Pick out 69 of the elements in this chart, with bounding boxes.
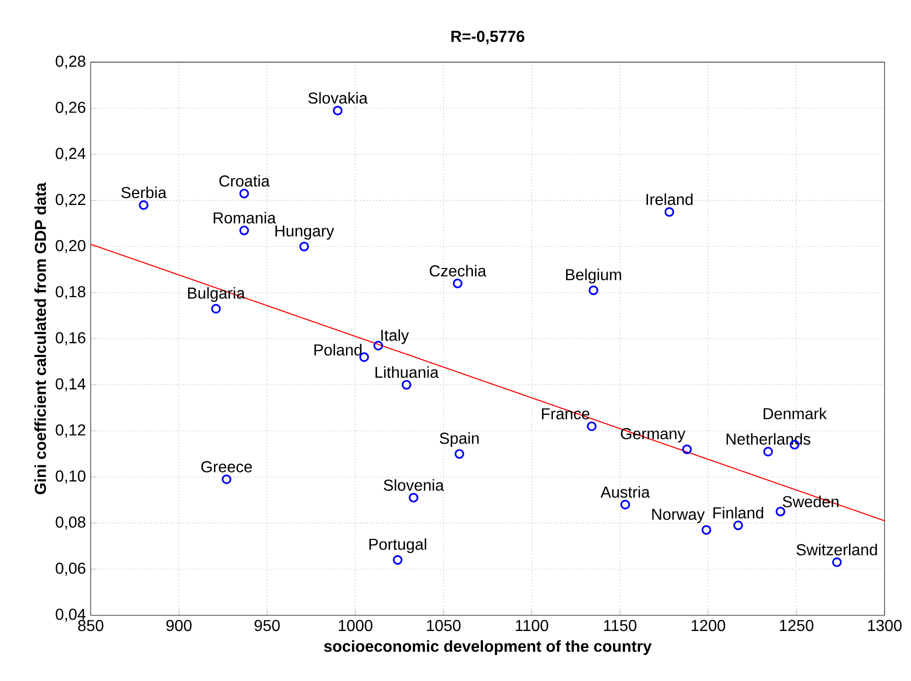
annotation: Finland <box>713 506 764 519</box>
y-tick-label: 0,18 <box>56 286 86 300</box>
point <box>239 226 250 236</box>
annotation: Italy <box>381 329 409 344</box>
annotation: Slovakia <box>308 92 368 104</box>
annotation: Norway <box>652 509 705 524</box>
point <box>299 242 309 252</box>
annotation: Poland <box>314 344 362 356</box>
point <box>702 525 712 535</box>
point <box>332 106 343 116</box>
y-tick-label: 0,20 <box>56 240 86 254</box>
point <box>682 444 692 454</box>
x-tick-label: 1150 <box>604 620 636 632</box>
annotation: Netherlands <box>726 433 810 445</box>
annotation: Slovenia <box>384 479 444 491</box>
chart-title: R=-0,5776 <box>451 30 524 44</box>
point <box>664 207 674 217</box>
annotation: Denmark <box>764 408 827 420</box>
point <box>454 449 464 459</box>
y-tick-label: 0,24 <box>56 148 86 162</box>
y-tick-label: 0,16 <box>56 332 86 346</box>
point <box>586 422 597 432</box>
annotation: Portugal <box>369 538 426 554</box>
x-tick-label: 900 <box>166 620 192 632</box>
y-tick-label: 0,12 <box>56 424 86 438</box>
x-tick-label: 1250 <box>780 620 814 632</box>
point <box>392 555 402 565</box>
annotation: Spain <box>440 432 479 448</box>
annotation: Greece <box>201 461 252 473</box>
point <box>408 493 418 503</box>
point <box>222 474 232 484</box>
annotation: Hungary <box>275 226 334 240</box>
annotation: Croatia <box>219 175 270 187</box>
x-tick-label: 1000 <box>338 620 372 632</box>
x-tick-label: 1300 <box>868 620 902 632</box>
y-tick-label: 0,10 <box>56 470 86 484</box>
point <box>763 446 773 457</box>
point <box>402 380 412 390</box>
point <box>776 506 786 516</box>
annotation: Belgium <box>566 268 622 284</box>
y-axis-title: Gini coefficient calculated from GDP data <box>34 182 46 494</box>
y-tick-label: 0,22 <box>56 194 86 208</box>
annotation: Lithuania <box>376 366 439 378</box>
point <box>239 188 250 199</box>
annotation: Serbia <box>121 186 167 198</box>
point <box>832 558 842 568</box>
annotation: Czechia <box>430 265 486 277</box>
y-tick-label: 0,26 <box>56 102 86 115</box>
y-tick-label: 0,06 <box>56 562 86 576</box>
annotation: Switzerland <box>796 544 877 556</box>
x-tick-label: 850 <box>78 620 104 632</box>
y-tick-label: 0,28 <box>56 56 86 69</box>
x-tick-label: 1100 <box>516 620 548 632</box>
y-tick-label: 0,14 <box>56 378 86 392</box>
x-tick-label: 1050 <box>427 620 461 632</box>
x-tick-label: 1200 <box>692 620 726 632</box>
point <box>452 278 462 288</box>
annotation: Romania <box>214 212 276 224</box>
annotation: Ireland <box>646 194 693 206</box>
point <box>620 500 630 510</box>
annotation: Austria <box>600 486 650 498</box>
x-tick-label: 950 <box>254 620 280 632</box>
point <box>588 286 598 296</box>
point <box>211 304 221 314</box>
point <box>138 200 148 210</box>
point <box>733 520 743 530</box>
x-axis-title: socioeconomic development of the country <box>324 640 652 656</box>
y-tick-label: 0,04 <box>56 608 86 622</box>
y-tick-label: 0,08 <box>56 516 86 530</box>
